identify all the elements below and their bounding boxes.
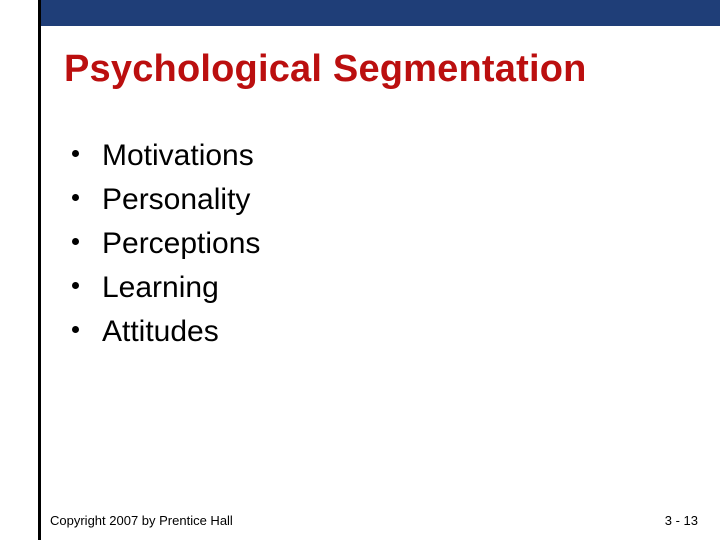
list-item-label: Attitudes bbox=[102, 315, 219, 348]
top-accent-bar bbox=[38, 0, 720, 26]
list-item: Perceptions bbox=[64, 224, 260, 264]
bullet-list: Motivations Personality Perceptions Lear… bbox=[64, 136, 260, 356]
list-item: Motivations bbox=[64, 136, 260, 176]
footer-page-number: 3 - 13 bbox=[665, 513, 698, 528]
list-item-label: Perceptions bbox=[102, 227, 260, 260]
bullet-dot-icon bbox=[72, 326, 79, 333]
bullet-dot-icon bbox=[72, 194, 79, 201]
list-item: Personality bbox=[64, 180, 260, 220]
list-item-label: Motivations bbox=[102, 139, 254, 172]
bullet-dot-icon bbox=[72, 238, 79, 245]
footer-copyright: Copyright 2007 by Prentice Hall bbox=[50, 513, 233, 528]
slide-title: Psychological Segmentation bbox=[64, 48, 587, 91]
list-item-label: Learning bbox=[102, 271, 219, 304]
left-vertical-rule bbox=[38, 0, 41, 540]
bullet-dot-icon bbox=[72, 282, 79, 289]
list-item-label: Personality bbox=[102, 183, 250, 216]
list-item: Learning bbox=[64, 268, 260, 308]
list-item: Attitudes bbox=[64, 312, 260, 352]
bullet-dot-icon bbox=[72, 150, 79, 157]
